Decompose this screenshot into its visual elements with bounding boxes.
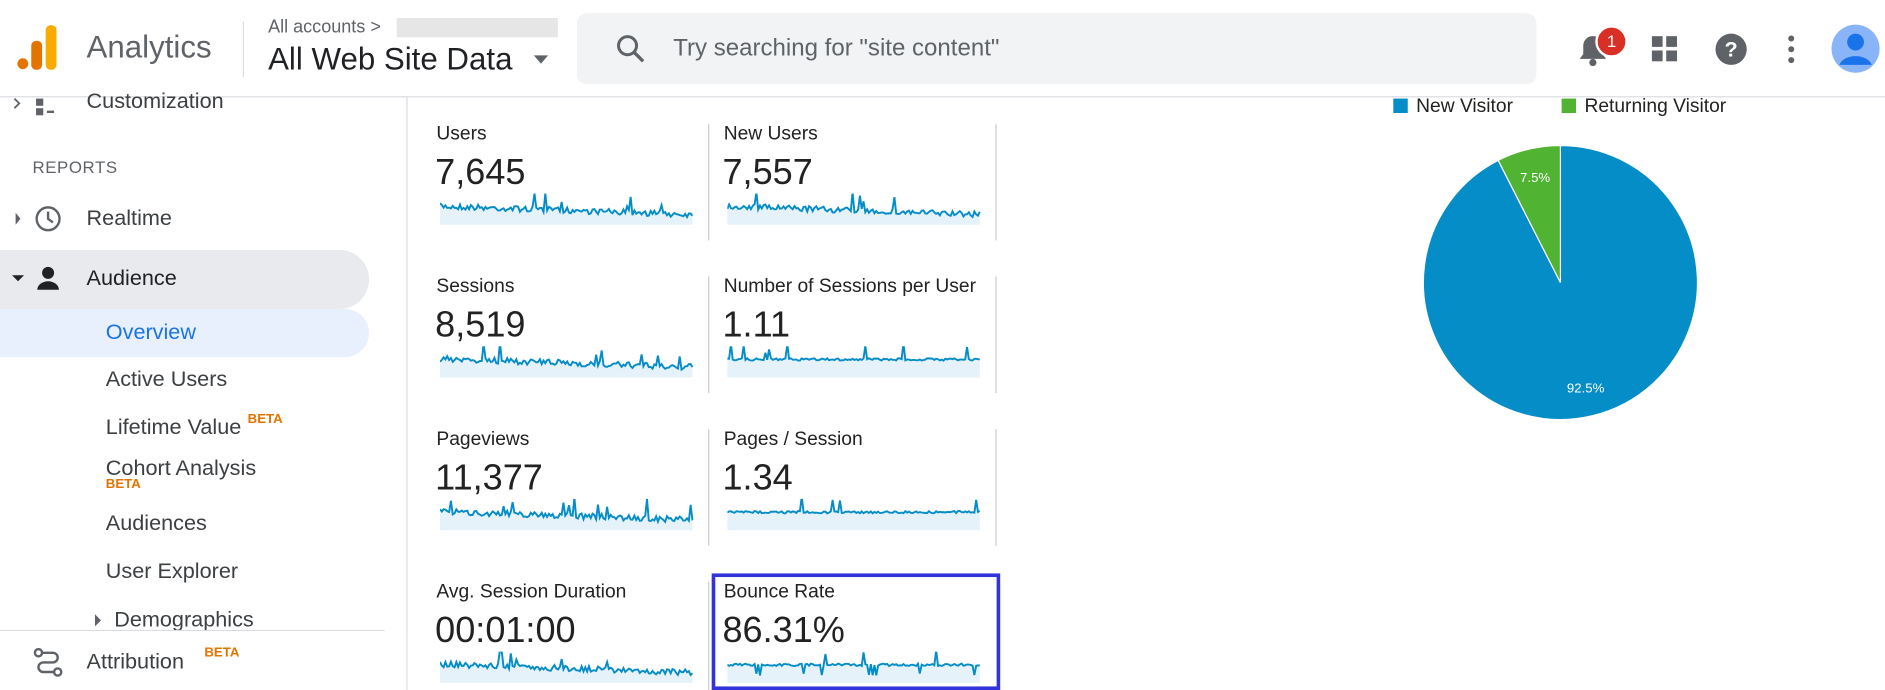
sparkline-area (727, 498, 980, 531)
nav-subitem[interactable]: Lifetime Value (105, 414, 242, 439)
sparkline[interactable] (439, 498, 695, 535)
realtime-icon[interactable] (12, 204, 65, 233)
sparkline[interactable] (439, 346, 695, 382)
sparkline-line (439, 193, 694, 220)
sparkline[interactable] (727, 651, 982, 688)
highlight-box (711, 573, 1001, 690)
view-selector[interactable]: All Web Site Data (268, 40, 513, 77)
breadcrumb-text[interactable]: All accounts (268, 16, 366, 38)
help-icon[interactable]: ? (1714, 32, 1748, 66)
nav-item[interactable]: Realtime (86, 205, 172, 230)
sparkline-line (439, 651, 694, 677)
sparkline-line (727, 651, 980, 676)
nav-subitem-selected-bg (0, 308, 370, 358)
sparkline-area (439, 346, 693, 378)
metric-label: Pages / Session (723, 429, 863, 450)
metric-value: 1.34 (722, 458, 793, 498)
metric-separator (708, 581, 710, 690)
sparkline-line (727, 346, 980, 362)
sparkline[interactable] (727, 498, 982, 535)
legend-label: Returning Visitor (1584, 96, 1726, 117)
product-name: Analytics (86, 28, 212, 65)
metric-separator (995, 123, 997, 241)
nav-subitem[interactable]: Demographics (114, 607, 254, 632)
metric-label: Number of Sessions per User (723, 276, 976, 297)
metric-value: 11,377 (435, 458, 543, 498)
sidebar-separator (0, 629, 385, 632)
beta-badge: BETA (247, 412, 283, 427)
metric-label: Users (436, 123, 487, 145)
divider (242, 21, 245, 77)
metric-separator (708, 276, 710, 394)
legend-swatch (1561, 98, 1577, 114)
sparkline-line (439, 498, 694, 525)
apps-icon[interactable] (1651, 36, 1678, 62)
nav-subitem[interactable]: Active Users (105, 366, 228, 391)
sidebar-border (406, 97, 408, 690)
logo[interactable] (17, 24, 60, 72)
breadcrumb[interactable]: All accounts > (268, 16, 381, 38)
nav-item[interactable]: Attribution (86, 649, 184, 674)
beta-badge: BETA (204, 645, 240, 660)
legend-swatch (1393, 98, 1408, 114)
metric-label: Avg. Session Duration (436, 581, 627, 603)
nav-subitem[interactable]: Audiences (105, 510, 207, 535)
sparkline-line (727, 498, 981, 515)
beta-badge: BETA (105, 477, 141, 492)
metric-value: 1.11 (722, 305, 791, 346)
svg-text:?: ? (1725, 37, 1738, 62)
pie-slice (1497, 144, 1562, 283)
nav-subitem[interactable]: Cohort Analysis (105, 455, 257, 480)
avatar[interactable] (1831, 24, 1880, 73)
metric-separator (708, 429, 710, 546)
search-placeholder[interactable]: Try searching for "site content" (673, 34, 1000, 62)
slice-label: 7.5% (1520, 170, 1550, 185)
metric-separator (708, 123, 710, 241)
metric-value: 7,557 (722, 152, 813, 193)
sparkline[interactable] (439, 651, 695, 688)
legend-label: New Visitor (1416, 96, 1513, 117)
slice-label: 92.5% (1567, 381, 1605, 396)
sparkline-area (727, 651, 980, 683)
nav-item-selected-bg (0, 250, 370, 309)
attribution-icon[interactable] (33, 647, 63, 677)
metric-value: 7,645 (435, 152, 526, 193)
audience-icon[interactable] (10, 264, 63, 293)
customization-icon[interactable] (12, 94, 60, 116)
metric-label: Pageviews (436, 429, 530, 450)
metric-label: New Users (723, 123, 818, 145)
sidebar-footer (0, 631, 407, 690)
pie-chart: New Visitor Returning Visitor 92.5% 7.5% (1393, 96, 1727, 421)
metric-value: 8,519 (435, 305, 526, 346)
metric-value: 86.31% (722, 610, 845, 651)
metric-value: 00:01:00 (435, 610, 576, 651)
expand-arrow[interactable] (94, 613, 104, 627)
nav-item[interactable]: Audience (86, 265, 177, 290)
metric-label: Sessions (436, 276, 515, 297)
nav-subitem[interactable]: User Explorer (105, 559, 239, 584)
nav-subitem[interactable]: Overview (105, 319, 196, 344)
metric-label: Bounce Rate (723, 581, 835, 603)
nav-item[interactable]: Customization (86, 88, 224, 114)
metric-separator (995, 276, 997, 394)
sparkline[interactable] (439, 193, 695, 230)
dropdown-arrow[interactable] (533, 55, 549, 65)
sparkline[interactable] (727, 346, 982, 382)
more-icon[interactable] (1785, 35, 1797, 64)
section-header: REPORTS (32, 157, 118, 177)
sparkline[interactable] (727, 193, 982, 230)
sparkline-area (727, 346, 980, 378)
sparkline-line (439, 346, 694, 372)
metric-separator (995, 429, 997, 546)
search-icon[interactable] (616, 34, 647, 65)
sparkline-line (727, 193, 981, 219)
notification-badge[interactable]: 1 (1595, 25, 1628, 58)
search-box[interactable] (577, 13, 1537, 85)
sparkline-area (439, 193, 693, 225)
redacted-account (396, 18, 558, 38)
